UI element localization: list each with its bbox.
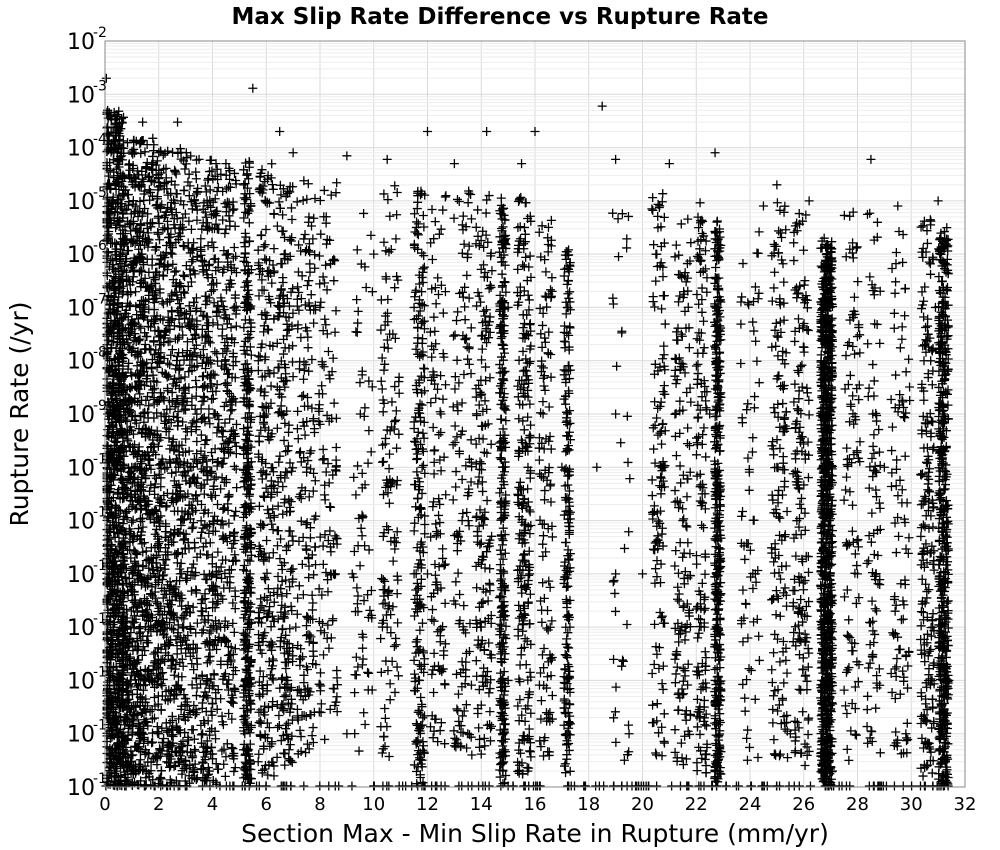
data-point: [105, 421, 115, 431]
data-point: [105, 733, 115, 743]
data-point: [114, 190, 124, 200]
data-point: [113, 300, 123, 310]
data-point: [109, 552, 119, 562]
data-point: [110, 532, 120, 542]
plot-area: [101, 40, 966, 791]
data-point: [102, 318, 112, 328]
data-point: [109, 137, 119, 147]
chart-title: Max Slip Rate Difference vs Rupture Rate: [231, 4, 768, 30]
data-points: [101, 73, 954, 791]
data-point: [117, 114, 127, 124]
